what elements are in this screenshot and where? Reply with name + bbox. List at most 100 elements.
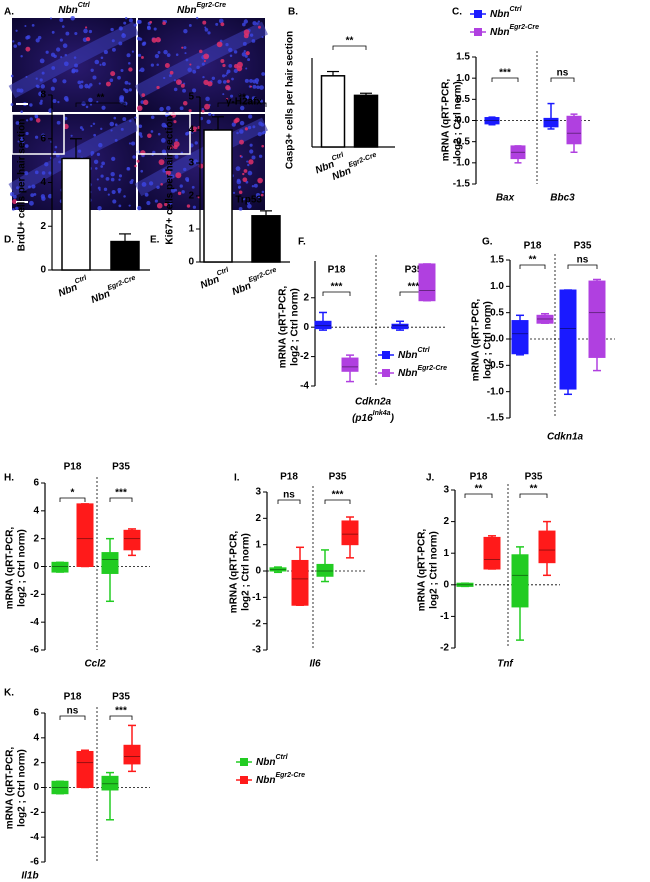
nucleus	[236, 131, 239, 135]
nucleus	[122, 32, 125, 36]
y-axis-label: mRNA (qRT-PCR,	[5, 747, 16, 830]
nucleus	[222, 93, 225, 96]
nucleus	[100, 56, 104, 60]
nucleus	[243, 19, 248, 24]
nucleus	[225, 43, 229, 47]
nucleus	[77, 80, 82, 85]
nucleus	[232, 191, 236, 194]
box	[483, 536, 501, 570]
nucleus	[204, 28, 209, 32]
stain	[257, 177, 263, 184]
group-label: P35	[112, 462, 130, 473]
nucleus	[163, 49, 168, 55]
nucleus	[221, 74, 226, 78]
nucleus	[236, 179, 242, 185]
y-axis-label: mRNA (qRT-PCR,	[229, 531, 240, 614]
nucleus	[89, 103, 93, 106]
nucleus	[133, 23, 137, 27]
x-tick-label: NbnCtrl	[56, 274, 91, 299]
nucleus	[146, 200, 151, 206]
nucleus	[26, 119, 29, 122]
stain	[238, 190, 243, 194]
x-axis-label-part: (p16	[352, 413, 373, 424]
significance-bracket	[322, 291, 351, 296]
bar	[203, 129, 233, 263]
y-tick-label: 6	[33, 478, 39, 489]
stain	[257, 25, 261, 29]
nucleus	[183, 29, 188, 34]
nucleus	[51, 66, 56, 70]
stain	[141, 56, 144, 59]
stain	[242, 172, 245, 176]
nucleus	[185, 58, 189, 62]
stain	[248, 159, 254, 165]
y-tick-label: 4	[33, 505, 39, 516]
y-tick-label: 0	[303, 322, 309, 333]
significance-label: ***	[331, 282, 343, 293]
y-tick-label: 4	[188, 125, 194, 136]
nucleus	[100, 165, 104, 168]
nucleus	[62, 43, 68, 49]
stain	[260, 193, 264, 197]
panel-label: B.	[288, 7, 298, 18]
nucleus	[98, 188, 101, 191]
x-tick-label-part: Egr2-Cre	[248, 266, 278, 284]
nucleus	[175, 53, 179, 56]
y-tick-label: 0.0	[456, 115, 470, 126]
y-tick-label: 3	[255, 487, 261, 498]
nucleus	[31, 23, 35, 27]
legend-swatch	[382, 369, 390, 377]
nucleus	[54, 145, 58, 149]
x-tick-label: NbnCtrl	[198, 266, 233, 291]
stain	[220, 58, 225, 63]
significance-bracket	[324, 499, 351, 504]
y-axis-label: log2 ; Ctrl norm)	[429, 531, 440, 609]
legend-swatch	[240, 776, 248, 784]
stain	[203, 59, 206, 63]
y-tick-label: 4	[40, 177, 46, 188]
nucleus	[161, 122, 167, 128]
nucleus	[84, 83, 89, 89]
nucleus	[111, 189, 116, 195]
nucleus	[138, 124, 143, 129]
column-label-part: Egr2-Cre	[196, 2, 226, 9]
nucleus	[40, 99, 43, 103]
legend-label: NbnEgr2-Cre	[490, 24, 539, 38]
y-tick-label: 2	[303, 292, 309, 303]
nucleus	[24, 171, 29, 176]
nucleus	[251, 185, 255, 188]
nucleus	[217, 79, 222, 84]
nucleus	[74, 63, 78, 68]
y-axis-label: log2 ; Ctrl norm)	[17, 529, 28, 607]
nucleus	[45, 50, 49, 54]
nucleus	[97, 186, 101, 190]
y-tick-label: -2	[440, 643, 449, 654]
x-tick-label-part: Ctrl	[216, 266, 231, 277]
nucleus	[41, 171, 46, 175]
legend-label-part: Nbn	[490, 27, 509, 38]
nucleus	[57, 100, 60, 104]
nucleus	[174, 154, 179, 159]
nucleus	[28, 185, 31, 189]
stain	[199, 49, 203, 54]
x-axis-label-part: Ink4a	[373, 410, 391, 417]
nucleus	[110, 27, 114, 32]
panel-label: J.	[426, 473, 435, 484]
nucleus	[141, 182, 147, 187]
nucleus	[170, 188, 176, 193]
nucleus	[35, 77, 38, 80]
nucleus	[47, 193, 53, 199]
nucleus	[73, 56, 77, 59]
nucleus	[96, 178, 99, 181]
stain	[177, 191, 182, 196]
nucleus	[128, 82, 131, 86]
nucleus	[107, 193, 110, 196]
nucleus	[90, 150, 95, 155]
x-tick-label: Bbc3	[550, 193, 575, 204]
nucleus	[100, 127, 103, 131]
nucleus	[123, 195, 126, 198]
nucleus	[10, 103, 14, 106]
y-tick-label: 0.0	[490, 334, 504, 345]
nucleus	[13, 44, 17, 48]
y-tick-label: -3	[252, 645, 261, 656]
